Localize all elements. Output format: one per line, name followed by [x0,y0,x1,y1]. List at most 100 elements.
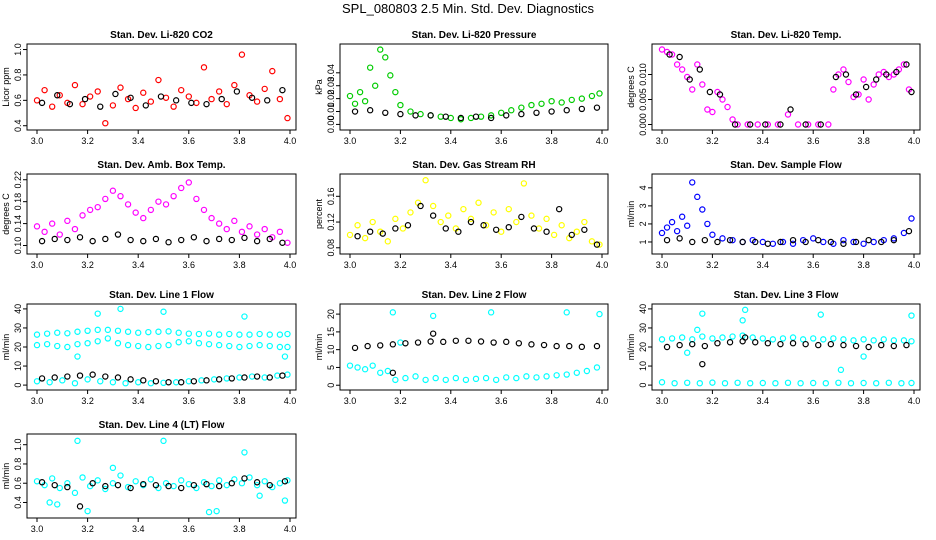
data-point-main [533,374,540,381]
data-point-overlay [89,371,96,378]
data-point-main [784,111,792,118]
x-tick-label: 3.6 [183,260,196,270]
data-point-main [48,475,56,482]
data-point-overlay [731,121,739,128]
data-point-main [482,374,490,382]
data-point-main [694,193,701,201]
data-point-main [900,229,908,237]
y-tick-label: 20 [13,342,23,352]
data-point-overlay [865,236,872,244]
x-tick-label: 3.4 [445,136,458,146]
data-point-overlay [852,342,860,350]
data-point-lower [671,379,678,387]
data-point-overlay [89,480,96,487]
data-point-overlay [190,378,198,385]
data-point-overlay [593,342,601,350]
data-point-main [498,109,505,117]
data-point-overlay [852,238,860,246]
data-point-overlay [188,99,195,107]
data-point-overlay [752,339,759,346]
data-point-lower [109,379,117,386]
data-point-main [170,192,177,200]
data-point-overlay [102,235,109,243]
data-point-main [855,91,862,98]
data-point-main [543,373,550,380]
y-tick-label: 30 [638,323,648,333]
x-tick-label: 3.6 [495,396,508,406]
data-point-outliers [54,501,61,508]
data-point-main [261,225,268,233]
data-point-overlay [178,379,185,386]
y-tick-label: 40 [638,304,648,314]
panel-title: Stan. Dev. Gas Stream RH [412,160,535,171]
data-point-overlay [566,342,573,350]
data-point-overlay [228,480,236,487]
data-point-overlay [726,236,734,244]
data-point-middle [165,341,172,349]
x-tick-label: 4.0 [284,136,297,146]
data-point-main [208,482,215,490]
data-point-overlay [689,340,696,348]
y-tick-label: 20 [326,309,336,319]
data-point-overlay [762,121,769,128]
data-point-overlay [739,238,746,246]
data-point-overlay [663,236,671,244]
data-point-main [56,231,63,238]
y-axis-label: ml/min [626,201,636,228]
y-tick-label: 0.4 [13,496,23,509]
data-point-overlay [114,374,122,381]
x-tick-label: 3.0 [31,524,44,534]
data-point-main [870,81,877,88]
data-point-main [33,97,41,104]
data-point-overlay [442,113,449,120]
data-point-upper [43,330,51,337]
data-point-main [820,238,827,246]
data-point-lower [172,379,180,386]
x-tick-label: 3.2 [81,260,94,270]
data-point-main [528,212,535,219]
data-point-main [573,228,581,235]
data-point-outliers [256,492,263,499]
y-tick-label: 3 [638,203,648,208]
y-tick-label: 0.08 [326,239,336,257]
data-point-middle [195,339,203,347]
y-tick-label: 1 [638,239,648,244]
data-point-overlay [716,91,724,98]
data-point-overlay [472,113,480,120]
y-tick-label: 10 [13,361,23,371]
data-point-overlay [140,377,147,384]
data-point-overlay [215,482,223,490]
data-point-main [276,480,284,487]
data-point-lower [885,379,893,387]
data-point-overlay [817,121,824,128]
y-tick-label: 20 [638,342,648,352]
x-tick-label: 3.6 [807,396,820,406]
data-point-overlay [228,375,236,382]
data-point-overlay [253,373,261,380]
data-point-lower [33,378,41,385]
data-point-main [689,86,696,93]
data-point-overlay [815,236,822,244]
data-point-main [870,238,877,246]
data-point-main [94,88,101,95]
data-point-main [41,228,48,236]
data-point-lower [198,377,205,384]
data-point-middle [205,340,213,348]
data-point-main [79,212,86,219]
data-point-outliers [429,312,437,320]
data-point-upper [709,335,716,342]
data-point-overlay [689,238,696,246]
x-tick-label: 3.4 [132,136,145,146]
data-point-main [48,220,56,227]
data-point-overlay [686,76,693,83]
data-point-upper [114,327,122,335]
data-point-main [231,217,238,225]
data-point-overlay [533,109,540,117]
data-point-overlay [178,236,185,244]
x-tick-label: 3.8 [857,396,870,406]
x-tick-label: 3.6 [807,136,820,146]
data-point-middle [94,338,101,345]
data-point-main [578,95,586,102]
figure-title: SPL_080803 2.5 Min. Std. Dev. Diagnostic… [342,1,594,16]
data-point-upper [759,335,767,342]
